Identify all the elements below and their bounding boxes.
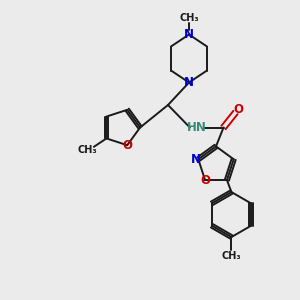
Text: CH₃: CH₃ (222, 250, 241, 261)
Text: O: O (233, 103, 244, 116)
Text: N: N (184, 76, 194, 89)
Text: O: O (200, 173, 210, 187)
Text: HN: HN (187, 121, 206, 134)
Text: N: N (191, 153, 201, 166)
Text: N: N (184, 28, 194, 41)
Text: O: O (122, 139, 132, 152)
Text: CH₃: CH₃ (179, 13, 199, 23)
Text: CH₃: CH₃ (77, 145, 97, 155)
